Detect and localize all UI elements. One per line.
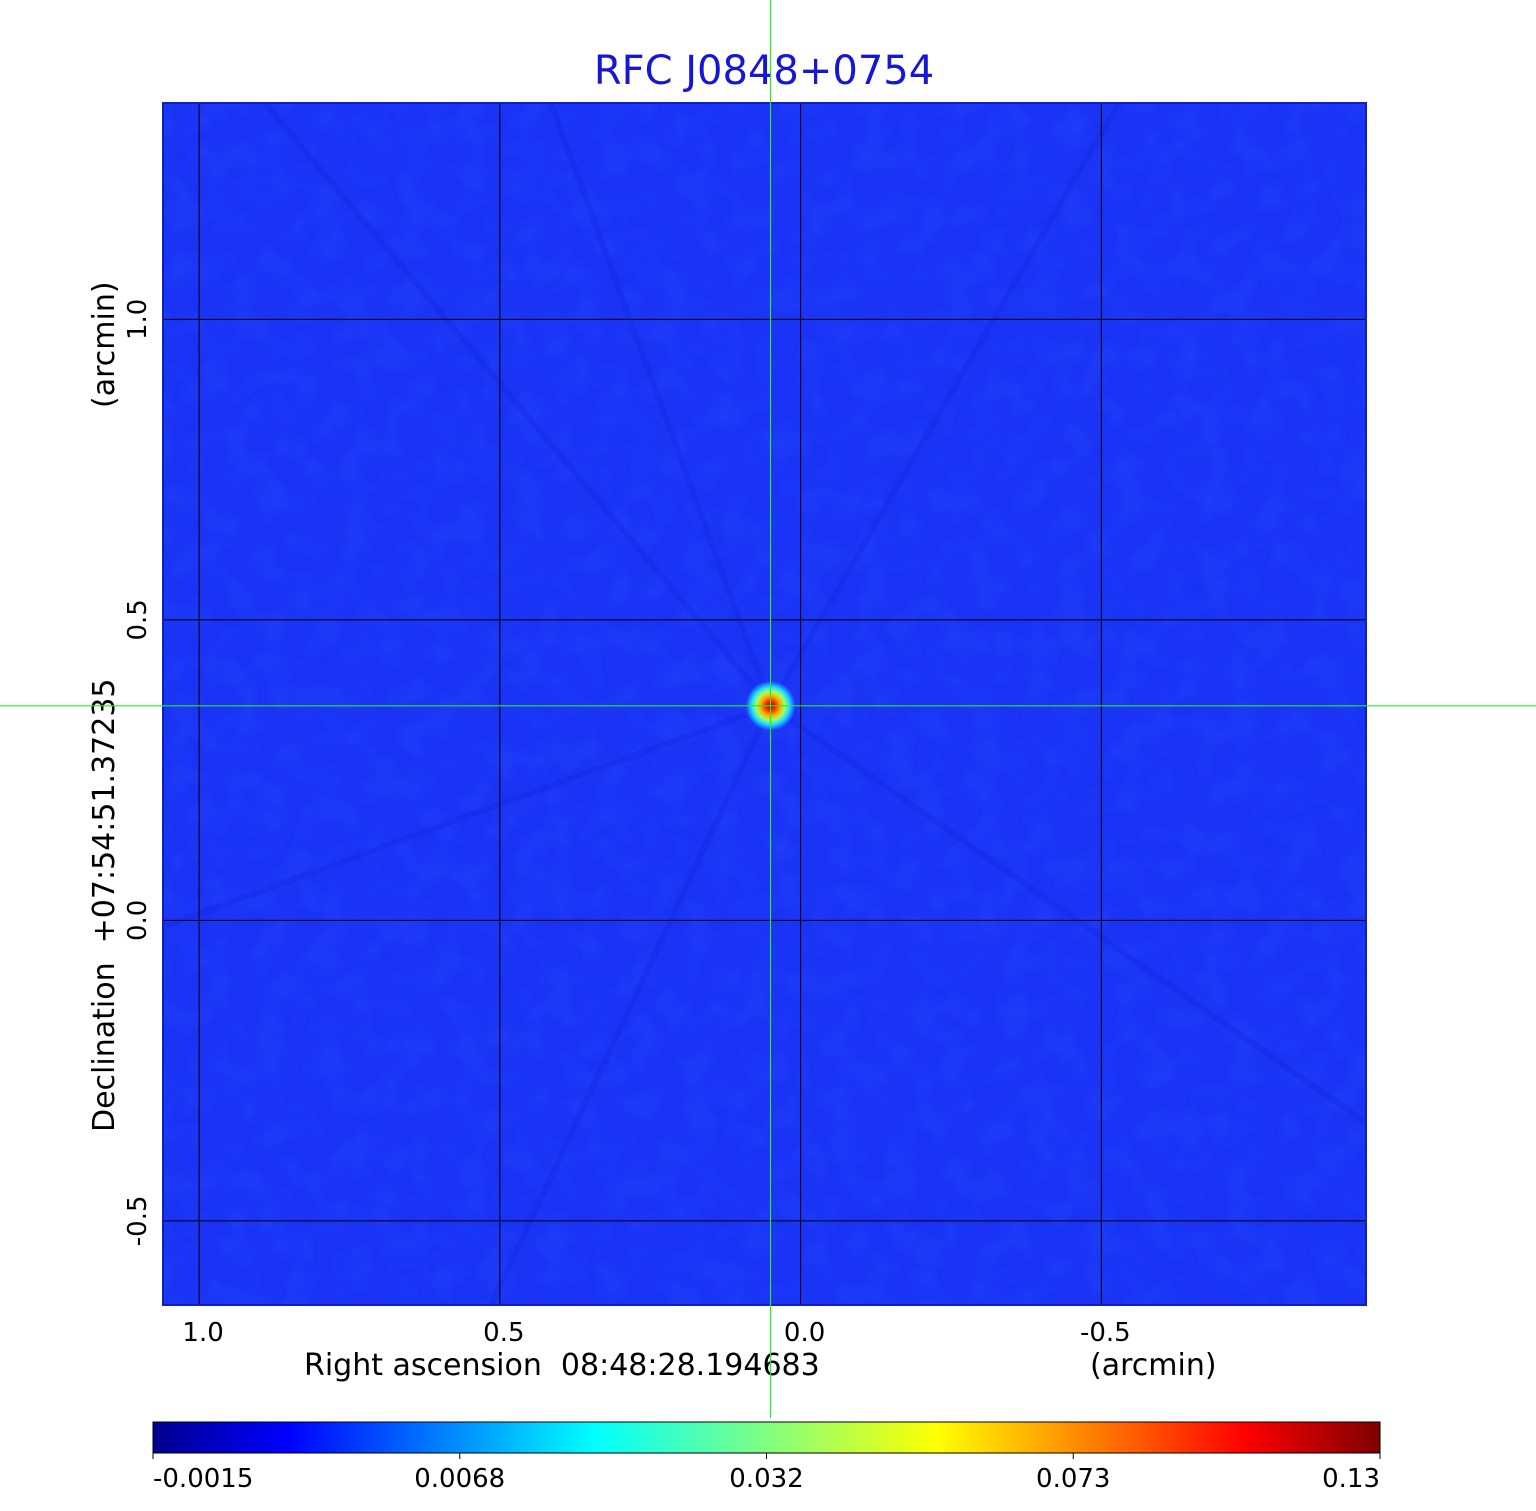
- sidelobe-streak: [487, 704, 774, 1305]
- colorbar-tick-label: -0.0015: [153, 1464, 253, 1494]
- x-tick-labels: 1.0 0.5 0.0 -0.5: [182, 1318, 1130, 1348]
- sidelobe-streak: [260, 103, 773, 708]
- x-tick-label: -0.5: [1080, 1318, 1131, 1348]
- colorbar-tick-label: 0.073: [1036, 1464, 1110, 1494]
- y-tick-label: 0.5: [123, 599, 153, 640]
- y-tick-label: -0.5: [123, 1195, 153, 1246]
- sidelobe-streak: [163, 702, 772, 931]
- colorbar-tick-label: 0.0068: [414, 1464, 505, 1494]
- plot-frame: [162, 102, 1367, 1306]
- sidelobe-streak: [547, 103, 774, 707]
- x-axis-unit: (arcmin): [1090, 1348, 1217, 1383]
- sidelobe-streak: [767, 103, 1123, 708]
- crosshair: [0, 0, 1536, 1418]
- y-tick-label: 1.0: [123, 299, 153, 340]
- x-tick-label: 0.0: [784, 1318, 825, 1348]
- x-tick-label: 0.5: [483, 1318, 524, 1348]
- y-axis-label: Declination +07:54:51.37235: [87, 678, 122, 1132]
- y-axis-unit: (arcmin): [87, 281, 122, 408]
- colorbar: [152, 1421, 1381, 1454]
- coordinate-grid: [163, 103, 1366, 1305]
- x-axis-label: Right ascension 08:48:28.194683: [304, 1348, 820, 1383]
- colorbar-tick-label: 0.13: [1322, 1464, 1380, 1494]
- sidelobe-streak: [768, 703, 1366, 1127]
- colorbar-tick-labels: -0.0015 0.0068 0.032 0.073 0.13: [152, 1453, 1381, 1494]
- colorbar-tick-label: 0.032: [729, 1464, 803, 1494]
- y-tick-labels: 1.0 0.5 0.0 -0.5: [123, 299, 153, 1247]
- y-tick-label: 0.0: [123, 900, 153, 941]
- x-tick-label: 1.0: [182, 1318, 223, 1348]
- chart-title: RFC J0848+0754: [594, 48, 934, 94]
